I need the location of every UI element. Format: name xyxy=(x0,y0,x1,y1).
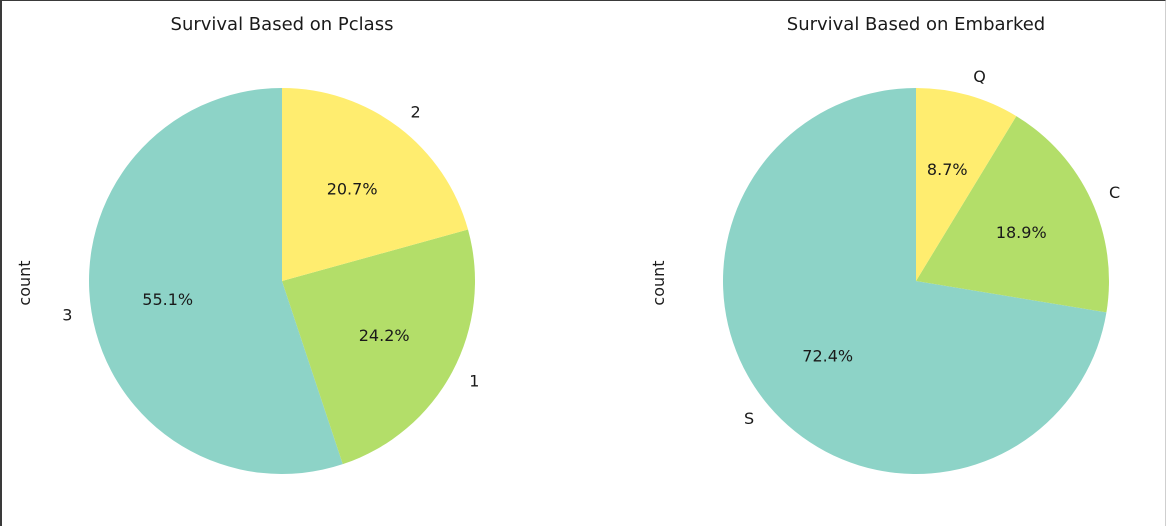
pie-slice-s xyxy=(722,88,1107,474)
pie-slice-1 xyxy=(282,229,476,465)
pie-slices xyxy=(89,88,476,475)
slice-percent-label: 24.2% xyxy=(359,326,410,345)
pie-slice-c xyxy=(916,116,1109,313)
y-axis-label: count xyxy=(649,260,668,305)
pie-slices xyxy=(722,88,1109,474)
slice-percent-label: 8.7% xyxy=(927,160,968,179)
y-axis-label: count xyxy=(15,260,34,305)
slice-percent-label: 55.1% xyxy=(142,290,193,309)
slice-category-label: C xyxy=(1109,183,1120,202)
pie-slice-q xyxy=(916,88,1017,281)
pie-slice-2 xyxy=(282,88,468,281)
pclass-pie-chart: Survival Based on Pclass count 55.1% 3 24.… xyxy=(15,14,479,475)
slice-category-label: S xyxy=(744,409,754,428)
chart-title: Survival Based on Pclass xyxy=(171,14,394,35)
embarked-pie-chart: Survival Based on Embarked count 72.4% S 1… xyxy=(649,14,1120,474)
pie-labels: 72.4% S 18.9% C 8.7% Q xyxy=(744,67,1120,428)
slice-category-label: 1 xyxy=(469,371,479,390)
slice-category-label: Q xyxy=(973,67,986,86)
slice-percent-label: 20.7% xyxy=(327,179,378,198)
slice-category-label: 3 xyxy=(62,305,72,324)
chart-title: Survival Based on Embarked xyxy=(787,14,1045,35)
slice-category-label: 2 xyxy=(411,103,421,122)
pie-labels: 55.1% 3 24.2% 1 20.7% 2 xyxy=(62,103,479,391)
slice-percent-label: 18.9% xyxy=(996,223,1047,242)
pie-slice-3 xyxy=(89,88,343,475)
slice-percent-label: 72.4% xyxy=(802,346,853,365)
